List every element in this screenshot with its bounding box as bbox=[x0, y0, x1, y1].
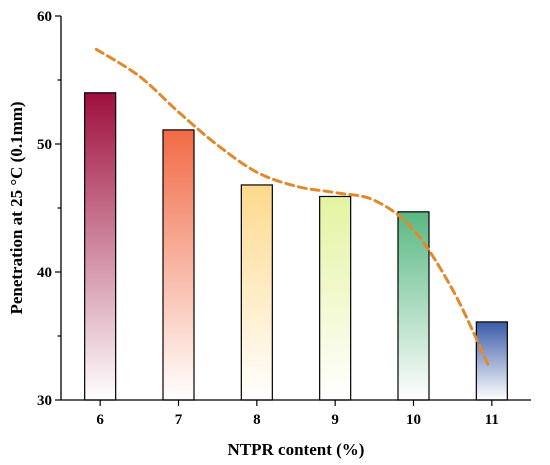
y-tick-label: 40 bbox=[37, 265, 52, 281]
bar-8 bbox=[240, 184, 273, 401]
bar-11 bbox=[475, 321, 508, 401]
bar-7 bbox=[162, 129, 195, 401]
bar-10 bbox=[397, 211, 430, 401]
x-tick-label: 6 bbox=[96, 412, 104, 428]
bars-group bbox=[84, 92, 508, 401]
axes-group bbox=[60, 16, 531, 401]
y-axis-title: Penetration at 25 °C (0.1mm) bbox=[7, 101, 26, 314]
x-tick-label: 9 bbox=[331, 412, 339, 428]
x-tick-label: 11 bbox=[485, 412, 499, 428]
trend-line bbox=[94, 47, 490, 366]
y-ticks-group: 30 40 50 60 bbox=[37, 9, 61, 409]
y-tick-label: 60 bbox=[37, 9, 52, 25]
x-ticks-group: 6 7 8 9 10 11 bbox=[96, 400, 499, 428]
y-tick-label: 50 bbox=[37, 137, 52, 153]
bar-6 bbox=[84, 92, 117, 401]
x-tick-label: 7 bbox=[175, 412, 183, 428]
x-tick-label: 8 bbox=[253, 412, 261, 428]
bar-9 bbox=[319, 195, 352, 401]
y-tick-label: 30 bbox=[37, 393, 52, 409]
x-tick-label: 10 bbox=[406, 412, 421, 428]
x-axis-title: NTPR content (%) bbox=[228, 440, 365, 459]
